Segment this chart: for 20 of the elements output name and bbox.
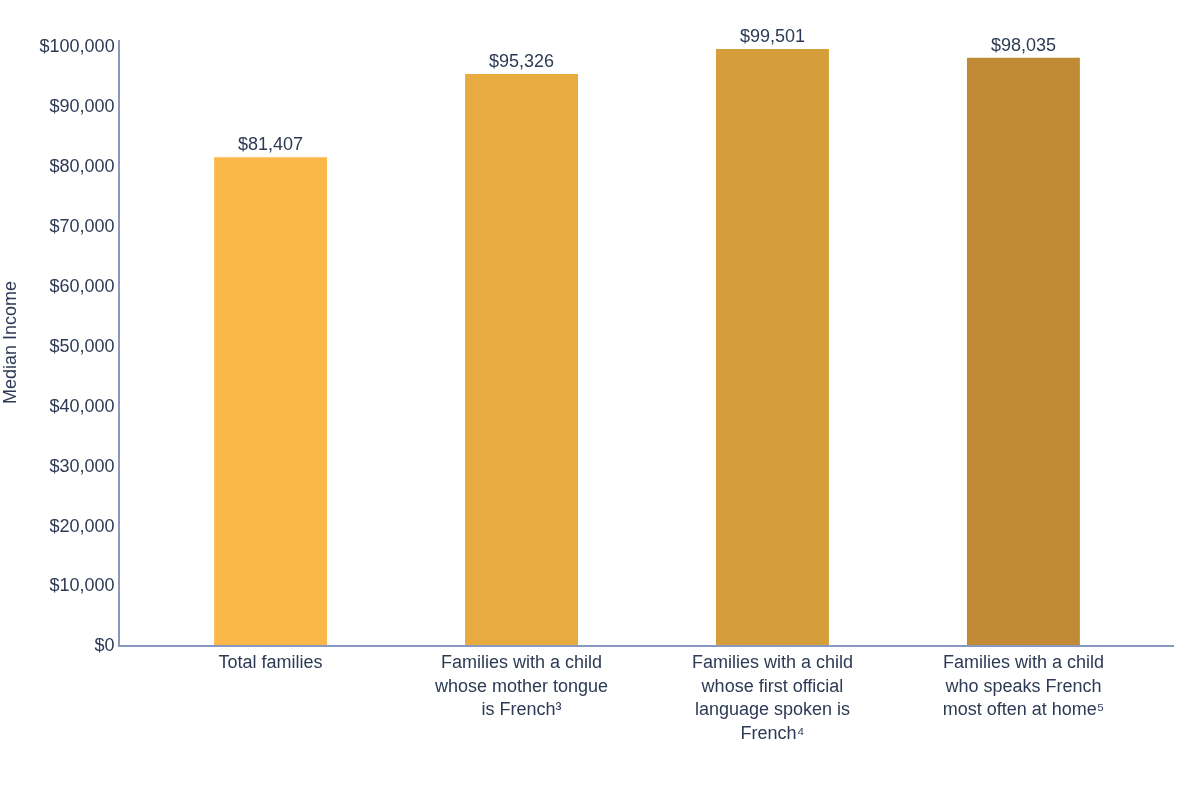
- x-tick-label: Total families: [218, 652, 323, 673]
- x-tick-label: Families with a child whose mother tongue is French³: [433, 652, 609, 720]
- y-tick-label: $50,000: [49, 335, 115, 356]
- data-label: $81,407: [238, 134, 304, 155]
- y-tick-label: $70,000: [49, 215, 115, 236]
- y-tick-label: $60,000: [49, 275, 115, 296]
- x-tick-label: Families with a child who speaks French most often at home⁵: [942, 652, 1105, 720]
- data-label: $99,501: [739, 25, 806, 46]
- y-tick-label: $10,000: [49, 575, 115, 596]
- y-tick-label: $100,000: [39, 36, 115, 57]
- y-axis-title: Median Income: [0, 280, 21, 405]
- y-tick-label: $0: [94, 635, 115, 656]
- data-label: $98,035: [990, 34, 1056, 55]
- y-tick-label: $20,000: [49, 515, 115, 536]
- data-label: $95,326: [488, 50, 555, 71]
- y-tick-label: $90,000: [49, 96, 115, 117]
- y-tick-label: $40,000: [49, 395, 115, 416]
- x-tick-label: Families with a child whose first official language spoken is French⁴: [691, 652, 854, 743]
- y-tick-label: $30,000: [49, 455, 115, 476]
- y-tick-label: $80,000: [49, 156, 115, 177]
